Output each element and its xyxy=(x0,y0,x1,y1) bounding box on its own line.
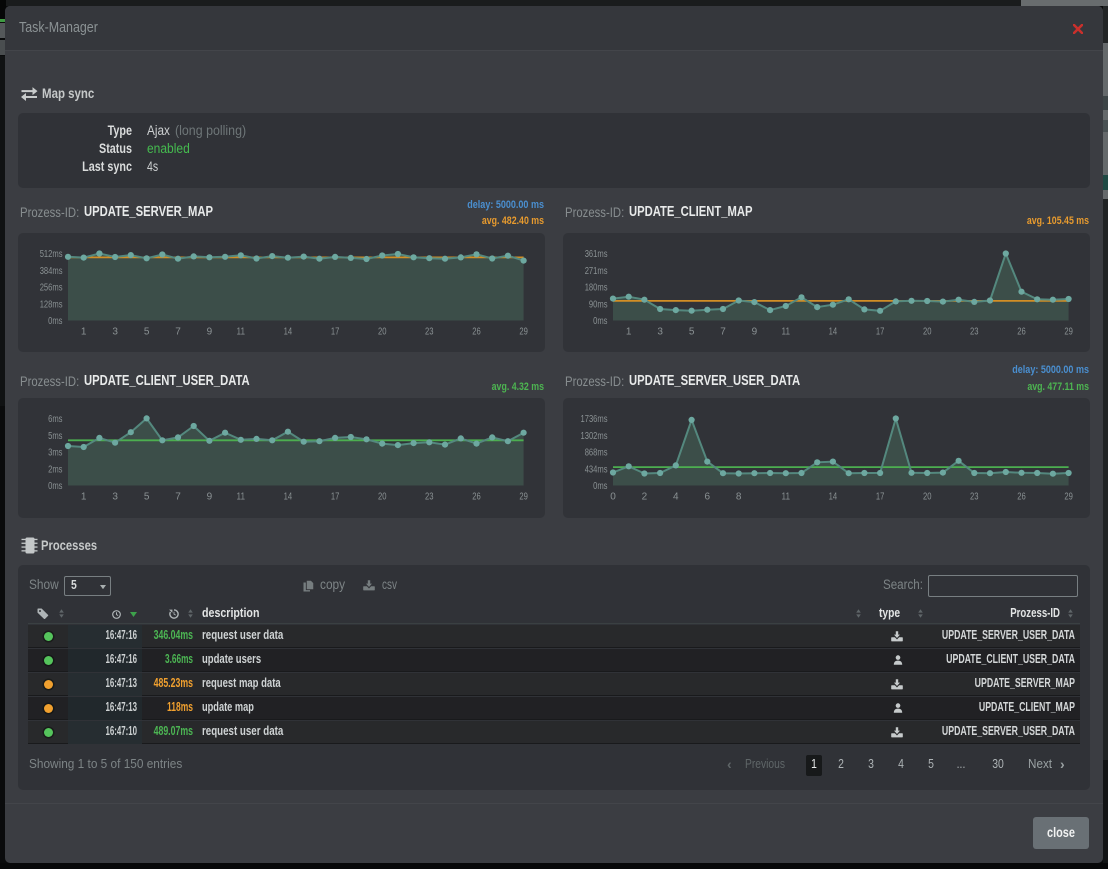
svg-text:9: 9 xyxy=(207,492,213,503)
svg-text:8: 8 xyxy=(736,492,742,503)
svg-text:17: 17 xyxy=(876,327,885,338)
svg-text:384ms: 384ms xyxy=(40,266,63,277)
svg-text:512ms: 512ms xyxy=(40,249,63,260)
svg-text:0ms: 0ms xyxy=(48,316,62,327)
svg-text:23: 23 xyxy=(970,492,979,503)
svg-text:2ms: 2ms xyxy=(48,464,62,475)
svg-text:5: 5 xyxy=(144,492,150,503)
svg-text:11: 11 xyxy=(782,327,791,338)
svg-text:20: 20 xyxy=(378,492,387,503)
svg-text:256ms: 256ms xyxy=(40,283,63,294)
svg-text:11: 11 xyxy=(237,327,246,338)
svg-text:1302ms: 1302ms xyxy=(581,431,608,442)
svg-text:0: 0 xyxy=(610,492,616,503)
svg-text:9: 9 xyxy=(752,327,758,338)
svg-text:7: 7 xyxy=(720,327,726,338)
svg-text:0ms: 0ms xyxy=(593,316,607,327)
svg-text:4: 4 xyxy=(673,492,679,503)
svg-text:5: 5 xyxy=(689,327,695,338)
svg-text:361ms: 361ms xyxy=(585,249,608,260)
svg-text:7: 7 xyxy=(175,327,181,338)
svg-text:3: 3 xyxy=(112,492,118,503)
svg-text:14: 14 xyxy=(284,492,293,503)
svg-text:3: 3 xyxy=(657,327,663,338)
svg-text:0ms: 0ms xyxy=(48,481,62,492)
svg-text:26: 26 xyxy=(1017,492,1026,503)
svg-text:29: 29 xyxy=(1064,492,1073,503)
svg-text:26: 26 xyxy=(1017,327,1026,338)
svg-text:6: 6 xyxy=(705,492,711,503)
svg-text:3: 3 xyxy=(112,327,118,338)
svg-text:1: 1 xyxy=(81,327,87,338)
svg-text:6ms: 6ms xyxy=(48,414,62,425)
svg-text:29: 29 xyxy=(1064,327,1073,338)
svg-text:11: 11 xyxy=(237,492,246,503)
svg-text:9: 9 xyxy=(207,327,213,338)
svg-text:2: 2 xyxy=(642,492,648,503)
svg-text:1: 1 xyxy=(81,492,87,503)
svg-text:434ms: 434ms xyxy=(585,464,608,475)
svg-text:14: 14 xyxy=(829,492,838,503)
svg-text:1736ms: 1736ms xyxy=(581,414,608,425)
svg-text:1: 1 xyxy=(626,327,632,338)
svg-text:26: 26 xyxy=(472,327,481,338)
svg-text:90ms: 90ms xyxy=(589,299,608,310)
svg-text:17: 17 xyxy=(876,492,885,503)
svg-text:14: 14 xyxy=(829,327,838,338)
svg-text:23: 23 xyxy=(425,327,434,338)
svg-text:5ms: 5ms xyxy=(48,431,62,442)
svg-text:29: 29 xyxy=(519,492,528,503)
svg-text:180ms: 180ms xyxy=(585,283,608,294)
svg-text:29: 29 xyxy=(519,327,528,338)
svg-text:0ms: 0ms xyxy=(593,481,607,492)
svg-text:17: 17 xyxy=(331,327,340,338)
svg-text:26: 26 xyxy=(472,492,481,503)
svg-text:128ms: 128ms xyxy=(40,299,63,310)
svg-text:17: 17 xyxy=(331,492,340,503)
svg-text:868ms: 868ms xyxy=(585,448,608,459)
svg-text:20: 20 xyxy=(923,327,932,338)
svg-text:3ms: 3ms xyxy=(48,448,62,459)
svg-text:23: 23 xyxy=(970,327,979,338)
svg-text:20: 20 xyxy=(378,327,387,338)
svg-text:5: 5 xyxy=(144,327,150,338)
svg-text:271ms: 271ms xyxy=(585,266,608,277)
svg-text:20: 20 xyxy=(923,492,932,503)
svg-text:11: 11 xyxy=(782,492,791,503)
svg-text:7: 7 xyxy=(175,492,181,503)
svg-text:14: 14 xyxy=(284,327,293,338)
svg-text:23: 23 xyxy=(425,492,434,503)
